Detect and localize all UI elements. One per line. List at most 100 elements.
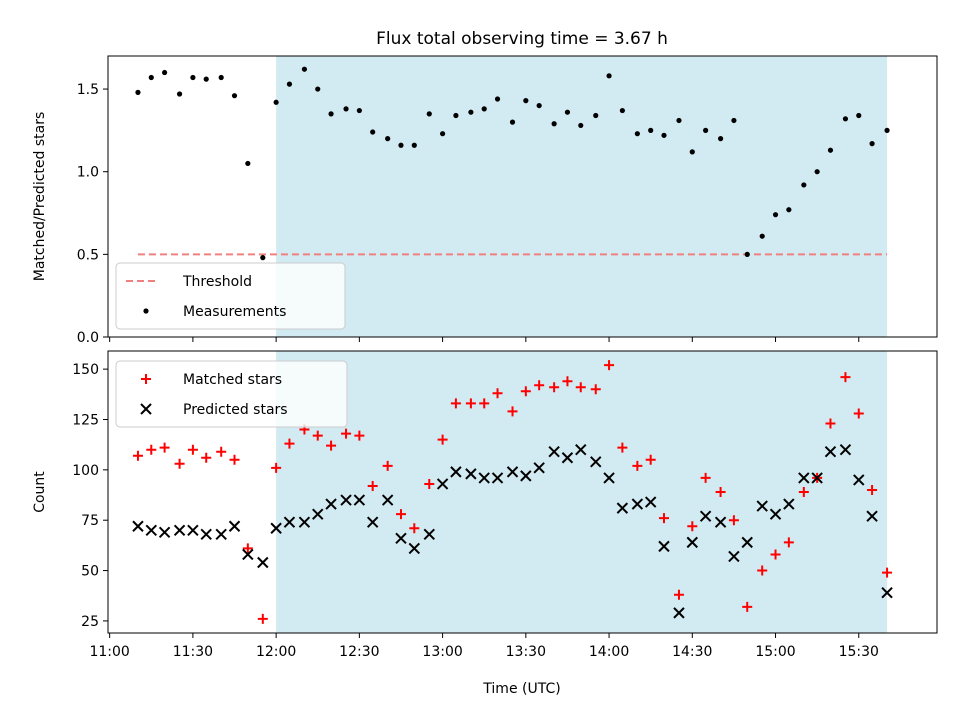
y-axis-label: Count (32, 471, 48, 513)
data-point (590, 384, 601, 395)
data-point (158, 526, 171, 538)
data-point (286, 81, 293, 87)
data-point (741, 536, 753, 549)
data-point (742, 601, 753, 612)
data-point (439, 131, 446, 137)
x-tick-label: 14:30 (672, 644, 712, 660)
data-point (492, 388, 503, 399)
data-point (491, 472, 504, 484)
data-point (673, 607, 685, 619)
series-predicted-stars (132, 443, 893, 619)
data-point (507, 406, 518, 417)
data-point (648, 127, 654, 133)
data-point (606, 73, 612, 79)
data-point (575, 382, 586, 393)
legend-label: Measurements (183, 304, 286, 320)
data-point (340, 494, 352, 506)
data-point (174, 458, 185, 469)
legend-box (115, 262, 346, 330)
data-point (703, 127, 709, 133)
observing-window-shade (276, 351, 888, 633)
data-point (450, 466, 462, 478)
data-point (242, 543, 253, 554)
data-point (769, 508, 782, 520)
data-point (728, 515, 739, 526)
data-point (229, 454, 240, 465)
data-point (645, 454, 656, 465)
data-point (548, 446, 560, 458)
data-point (200, 528, 212, 541)
data-point (520, 470, 532, 482)
data-point (731, 117, 737, 124)
legend-marker (141, 374, 151, 384)
data-point (283, 516, 296, 528)
data-point (381, 494, 394, 506)
data-point (312, 508, 324, 520)
data-point (328, 111, 334, 117)
data-point (715, 487, 726, 497)
data-point (301, 66, 308, 72)
data-point (856, 112, 862, 119)
data-point (190, 74, 196, 81)
data-point (423, 528, 435, 541)
data-point (218, 74, 224, 81)
x-tick-label: 13:00 (422, 644, 462, 660)
data-point (315, 86, 321, 92)
data-point (382, 460, 393, 471)
data-point (634, 131, 640, 137)
data-point (411, 142, 417, 148)
data-point (783, 498, 795, 510)
data-point (534, 380, 545, 391)
x-tick-label: 11:30 (173, 644, 213, 660)
data-point (561, 452, 574, 464)
data-point (201, 452, 212, 463)
data-point (343, 106, 349, 112)
chart-title: Flux total observing time = 3.67 h (376, 29, 668, 49)
data-point (132, 450, 143, 461)
data-point (661, 132, 667, 138)
data-point (426, 111, 432, 117)
data-point (298, 516, 311, 528)
data-point (811, 472, 823, 484)
data-point (257, 556, 269, 569)
data-point (853, 408, 864, 419)
data-point (617, 442, 628, 453)
data-point (603, 472, 615, 484)
data-point (770, 549, 781, 560)
data-point (562, 376, 573, 387)
data-point (203, 76, 209, 82)
data-point (395, 509, 406, 520)
y-tick-label: 125 (72, 412, 99, 428)
data-point (437, 434, 448, 445)
y-tick-label: 75 (81, 513, 99, 529)
data-point (867, 484, 878, 495)
data-point (728, 550, 740, 563)
data-point (409, 523, 420, 534)
data-point (853, 474, 865, 486)
legend-label: Matched stars (183, 372, 282, 388)
data-point (593, 112, 599, 119)
data-point (699, 510, 712, 522)
data-point (367, 480, 378, 491)
observing-window-shade (276, 56, 888, 337)
x-tick-label: 15:30 (839, 644, 879, 660)
data-point (216, 446, 227, 457)
panel-counts: 25 50 75 100 125 150 11:00 11:30 12:00 12:30 13:00… (32, 350, 938, 660)
data-point (353, 494, 366, 506)
data-point (231, 93, 238, 99)
data-point (801, 182, 807, 188)
data-point (533, 462, 545, 474)
series-matched-stars (132, 360, 893, 624)
legend: Threshold Measurements (115, 262, 346, 330)
data-point (326, 440, 337, 451)
data-point (215, 528, 227, 541)
data-point (424, 478, 435, 489)
data-point (676, 117, 682, 124)
data-point (744, 251, 750, 257)
data-point (882, 567, 893, 578)
data-point (356, 107, 362, 114)
y-tick-label: 100 (72, 463, 99, 479)
series-measurements (135, 66, 890, 261)
data-point (578, 122, 584, 129)
data-point (687, 521, 698, 532)
